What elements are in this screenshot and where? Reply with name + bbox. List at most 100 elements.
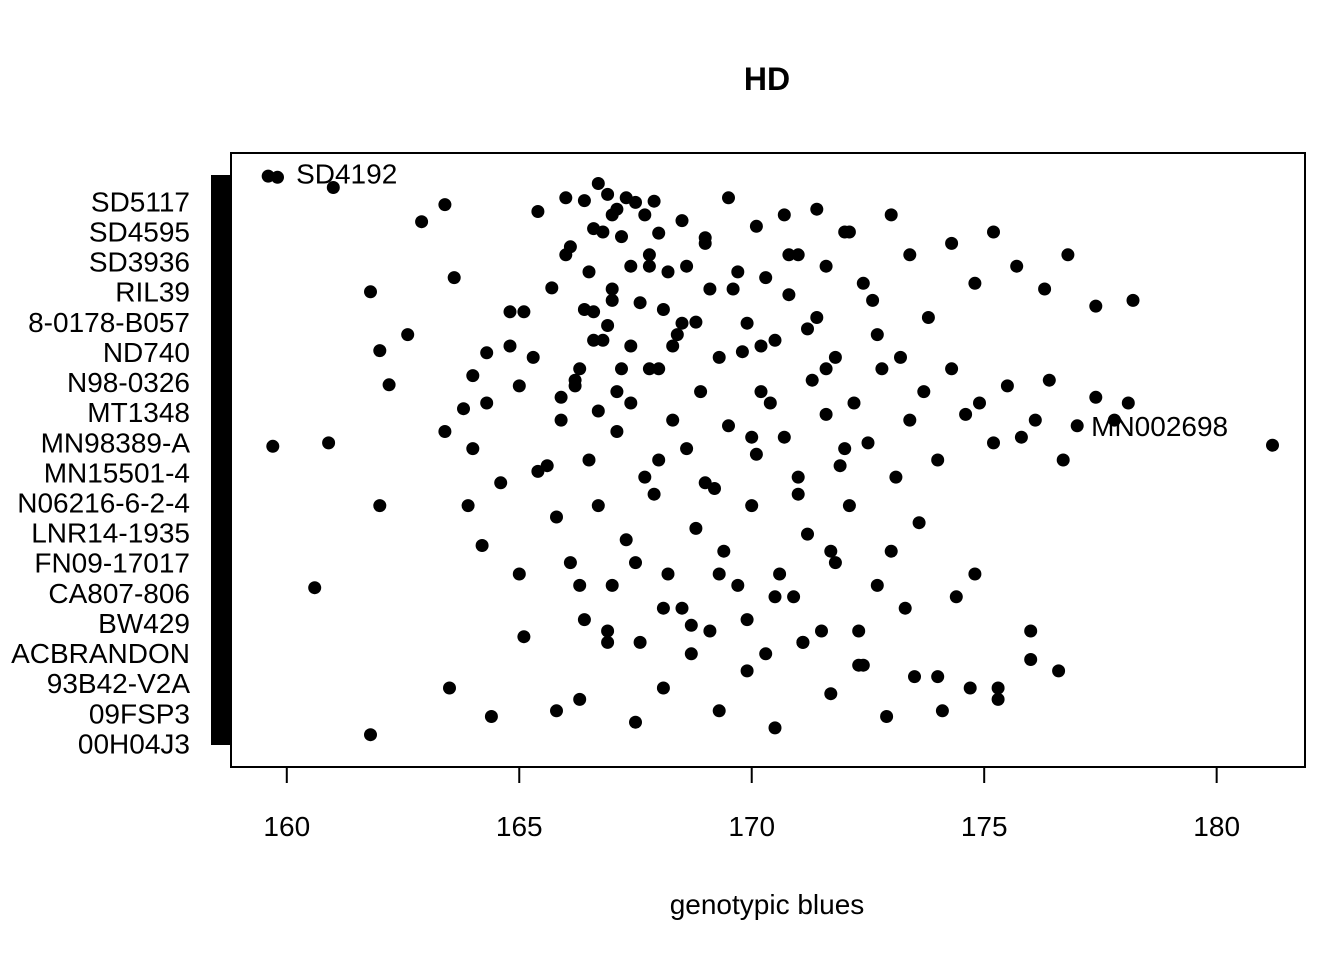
data-point [694,385,708,399]
data-point [931,670,945,684]
data-point [791,470,805,484]
x-tick-label: 165 [496,811,543,842]
data-point [447,271,461,285]
data-point [880,710,894,723]
data-point [908,670,921,684]
data-point [945,362,959,376]
data-point [373,499,387,513]
data-point [1010,259,1024,273]
data-point [438,198,452,212]
data-point [740,613,754,627]
data-point [526,350,540,364]
point-annotation: SD4192 [296,159,397,190]
data-point [573,692,587,706]
data-point [1089,390,1103,404]
data-point [577,613,591,627]
data-point [480,396,494,410]
data-point [326,181,340,194]
data-point [754,339,768,353]
data-point [782,248,796,262]
data-point [991,692,1005,706]
y-tick-label: N98-0326 [67,367,190,398]
data-point [563,556,577,570]
data-point [656,303,670,316]
data-point [842,499,856,513]
data-point [754,385,768,399]
y-tick-label: 93B42-V2A [47,668,191,699]
data-point [991,681,1005,695]
data-point [912,516,926,530]
data-point [833,459,847,473]
data-point [475,539,489,552]
data-point [596,225,610,239]
data-point [884,208,898,222]
data-point [582,453,596,467]
y-axis-bar [211,175,231,745]
y-tick-label: BW429 [98,608,190,639]
data-point [540,459,554,473]
data-point [945,236,959,250]
y-tick-label: RIL39 [115,277,190,308]
data-point [731,578,745,592]
data-point [610,385,624,399]
data-point [931,453,945,467]
data-point [624,339,638,353]
data-point [666,413,680,427]
data-point [601,319,615,332]
data-point [364,285,377,299]
data-point [271,170,284,184]
data-point [838,225,852,239]
data-point [1107,413,1121,427]
data-point [1024,624,1038,638]
y-tick-label: MT1348 [87,397,190,428]
data-point [647,194,661,208]
data-points [261,169,1279,742]
data-point [1000,379,1014,393]
data-point [768,333,782,347]
data-point [745,499,759,513]
data-point [629,715,642,729]
data-point [591,499,605,513]
data-point [1070,419,1084,433]
data-point [438,425,452,438]
data-point [726,282,740,296]
data-point [847,396,861,410]
data-point [545,281,559,295]
y-tick-label: SD4595 [89,217,190,248]
data-point [1024,653,1038,666]
data-point [768,590,782,604]
data-point [1042,373,1056,387]
y-tick-label: CA807-806 [48,578,190,609]
data-point [819,259,833,273]
data-point [787,590,801,604]
data-point [870,578,884,592]
data-point [550,510,563,524]
data-point [768,721,782,735]
data-point [642,259,656,273]
data-point [601,624,615,638]
data-point [963,681,977,695]
data-point [587,305,601,319]
data-point [801,322,814,336]
data-point [670,328,684,342]
data-point [652,362,666,376]
data-point [624,259,638,273]
data-point [531,205,545,218]
data-point [596,333,610,347]
x-tick-label: 160 [263,811,310,842]
data-point [866,293,880,307]
data-point [703,624,717,638]
data-point [703,282,717,296]
y-tick-label: 00H04J3 [78,728,190,759]
data-point [266,439,280,453]
data-point [656,681,670,695]
data-point [684,647,698,661]
data-point [629,195,642,209]
data-point [987,225,1000,239]
data-point [903,248,917,262]
data-point [917,385,931,399]
data-point [591,177,605,190]
x-tick-label: 170 [728,811,775,842]
x-axis-label: genotypic blues [670,889,865,920]
